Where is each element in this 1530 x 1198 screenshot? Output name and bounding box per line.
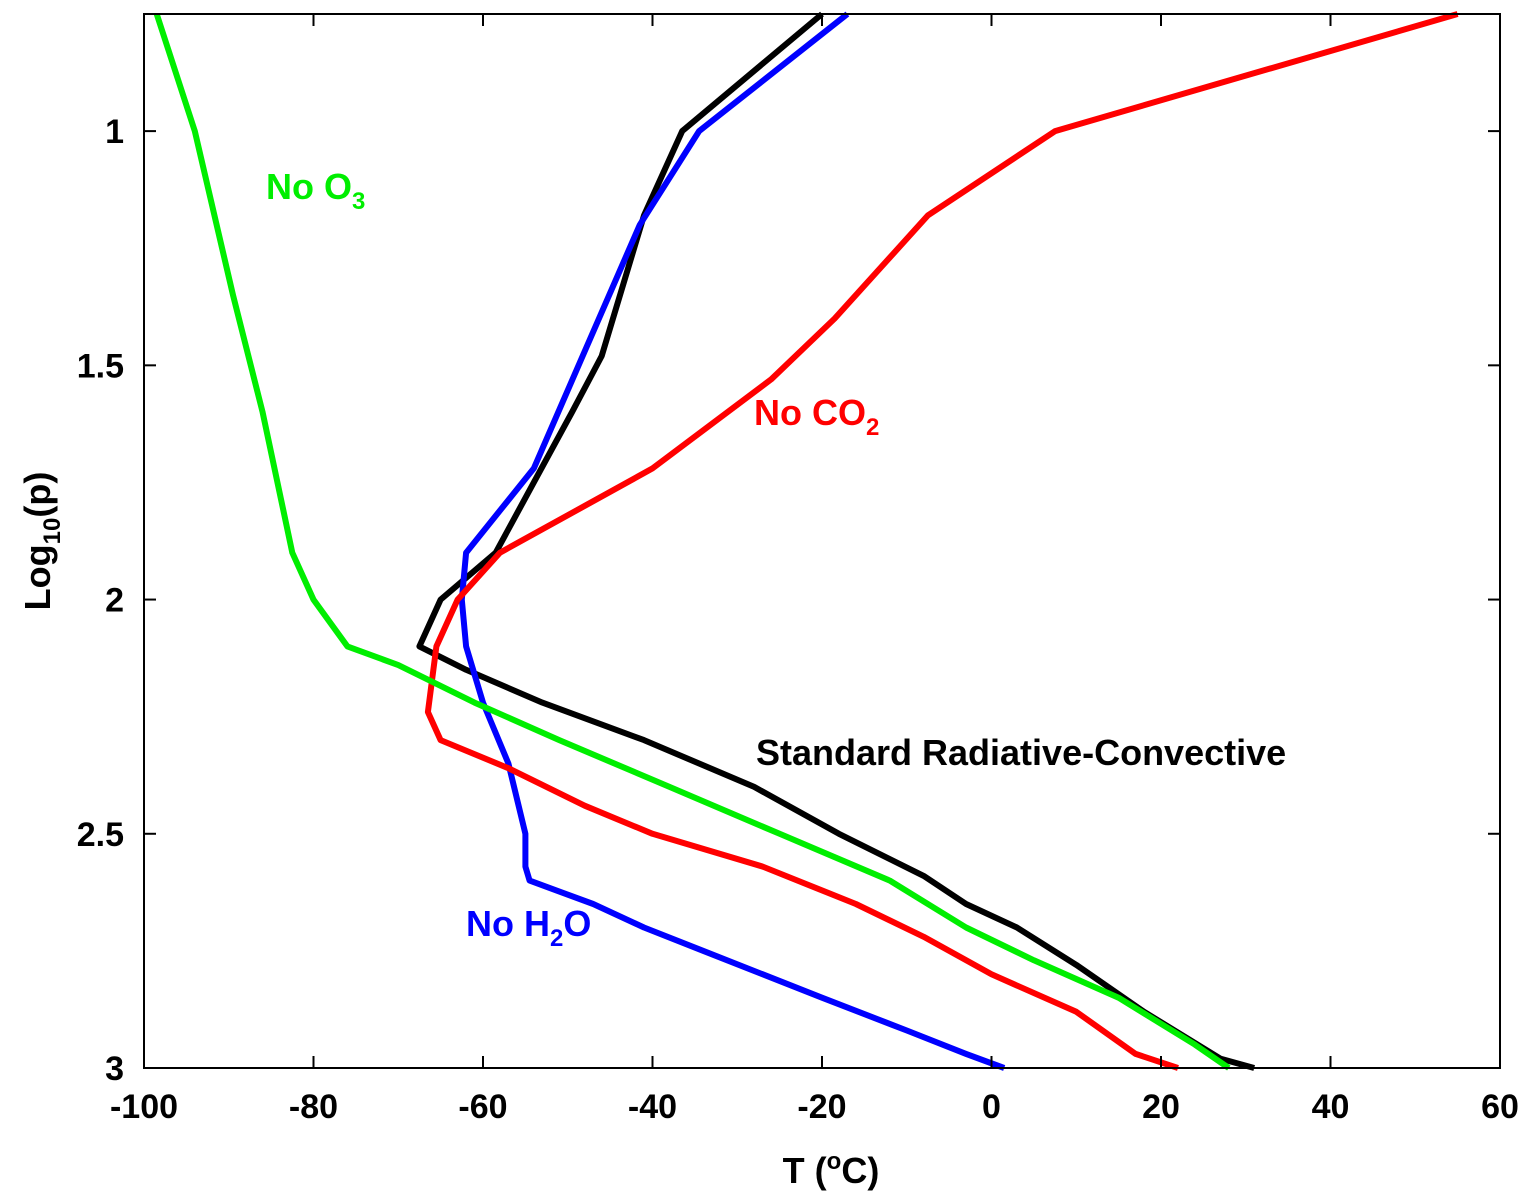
y-tick-label: 3: [105, 1050, 124, 1088]
x-tick-label: -20: [797, 1088, 846, 1126]
x-tick-label: -40: [628, 1088, 677, 1126]
series-line-no-co2: [424, 11, 1459, 1071]
series-line-no-o3: [153, 13, 1231, 1071]
x-axis-title: T (oC): [783, 1148, 880, 1191]
ticks-layer: -100 -80 -60 -40 -20 0 20 40 60 1 1.5 2 2.5 3: [77, 14, 1519, 1126]
x-tick-label: 40: [1312, 1088, 1350, 1126]
y-tick-label: 1.5: [77, 347, 124, 385]
y-tick-label: 1: [105, 113, 124, 151]
annotation-no-co2: No CO2: [754, 392, 879, 441]
series-line-standard: [416, 11, 1256, 1071]
x-tick-label: -100: [110, 1088, 178, 1126]
series-line-no-h2o: [458, 11, 1006, 1071]
annotation-no-h2o: No H2O: [466, 903, 591, 952]
series-layer: [153, 11, 1459, 1071]
y-tick-label: 2: [105, 582, 124, 620]
annotation-no-o3: No O3: [266, 166, 365, 215]
x-tick-label: 60: [1481, 1088, 1519, 1126]
x-tick-label: 20: [1142, 1088, 1180, 1126]
annotation-standard: Standard Radiative-Convective: [756, 732, 1286, 773]
x-tick-label: -80: [289, 1088, 338, 1126]
y-axis-title: Log10(p): [17, 472, 66, 611]
y-tick-label: 2.5: [77, 816, 124, 854]
x-tick-label: -60: [458, 1088, 507, 1126]
x-tick-label: 0: [982, 1088, 1001, 1126]
